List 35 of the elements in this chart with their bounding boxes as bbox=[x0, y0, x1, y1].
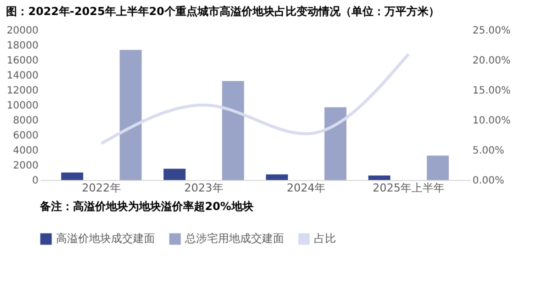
chart-title: 图：2022年-2025年上半年20个重点城市高溢价地块占比变动情况（单位：万平方米） bbox=[6, 5, 440, 18]
x-tick-label: 2024年 bbox=[286, 182, 326, 194]
y2-tick-label: 15.00% bbox=[472, 86, 511, 96]
y-tick-label: 18000 bbox=[6, 40, 38, 52]
y-tick-label: 6000 bbox=[13, 130, 38, 142]
y2-tick-label: 5.00% bbox=[472, 146, 504, 156]
y2-tick-label: 0.00% bbox=[472, 176, 504, 186]
y-tick-label: 10000 bbox=[6, 100, 38, 112]
legend-label: 高溢价地块成交建面 bbox=[56, 232, 155, 245]
y-tick-label: 2000 bbox=[13, 160, 38, 172]
line-series bbox=[100, 52, 410, 145]
legend-label: 占比 bbox=[314, 232, 336, 245]
text: 备注：高溢价地块为地块溢价率超20%地块 bbox=[39, 200, 254, 213]
bar bbox=[120, 50, 142, 180]
bar bbox=[164, 168, 186, 180]
bar bbox=[368, 176, 390, 180]
bar bbox=[61, 172, 84, 180]
y2-tick-label: 10.00% bbox=[472, 116, 511, 126]
bar bbox=[324, 107, 346, 180]
x-tick-label: 2022年 bbox=[82, 182, 121, 194]
x-tick-label: 2025年上半年 bbox=[372, 182, 445, 194]
y2-tick-label: 25.00% bbox=[472, 26, 511, 36]
y-tick-label: 4000 bbox=[13, 146, 38, 156]
x-tick-label: 2023年 bbox=[184, 182, 224, 194]
bar bbox=[266, 174, 288, 180]
y-tick-label: 8000 bbox=[13, 116, 38, 126]
y-tick-label: 0 bbox=[32, 176, 38, 186]
y-tick-label: 16000 bbox=[6, 56, 38, 66]
y2-tick-label: 20.00% bbox=[472, 56, 511, 66]
y-tick-label: 14000 bbox=[6, 70, 38, 82]
y-tick-label: 20000 bbox=[6, 26, 38, 36]
bar bbox=[222, 81, 244, 180]
legend-label: 总涉宅用地成交建面 bbox=[184, 232, 284, 245]
y-tick-label: 12000 bbox=[6, 86, 38, 96]
bar bbox=[426, 156, 449, 180]
